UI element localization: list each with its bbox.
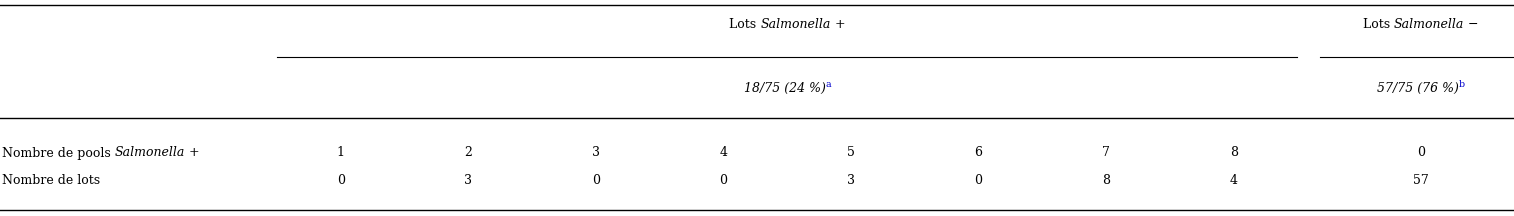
Text: +: + [831, 19, 845, 32]
Text: 3: 3 [592, 146, 600, 159]
Text: Salmonella: Salmonella [1394, 19, 1464, 32]
Text: Nombre de pools: Nombre de pools [2, 146, 114, 159]
Text: Salmonella: Salmonella [114, 146, 185, 159]
Text: Lots: Lots [1363, 19, 1394, 32]
Text: 2: 2 [465, 146, 472, 159]
Text: b: b [1459, 80, 1466, 89]
Text: 57/75 (76 %): 57/75 (76 %) [1376, 81, 1459, 95]
Text: 57: 57 [1413, 175, 1429, 187]
Text: −: − [1464, 19, 1479, 32]
Text: 0: 0 [336, 175, 345, 187]
Text: 6: 6 [975, 146, 983, 159]
Text: 1: 1 [336, 146, 345, 159]
Text: Salmonella: Salmonella [760, 19, 831, 32]
Text: 3: 3 [846, 175, 855, 187]
Text: 4: 4 [1229, 175, 1238, 187]
Text: 3: 3 [465, 175, 472, 187]
Text: a: a [825, 80, 831, 89]
Text: 7: 7 [1102, 146, 1110, 159]
Text: +: + [185, 146, 200, 159]
Text: 0: 0 [592, 175, 600, 187]
Text: Lots: Lots [730, 19, 760, 32]
Text: 4: 4 [719, 146, 728, 159]
Text: Nombre de lots: Nombre de lots [2, 175, 100, 187]
Text: 0: 0 [975, 175, 983, 187]
Text: 8: 8 [1102, 175, 1110, 187]
Text: 18/75 (24 %): 18/75 (24 %) [743, 81, 825, 95]
Text: 0: 0 [1417, 146, 1425, 159]
Text: 0: 0 [719, 175, 728, 187]
Text: 5: 5 [848, 146, 855, 159]
Text: 8: 8 [1229, 146, 1238, 159]
